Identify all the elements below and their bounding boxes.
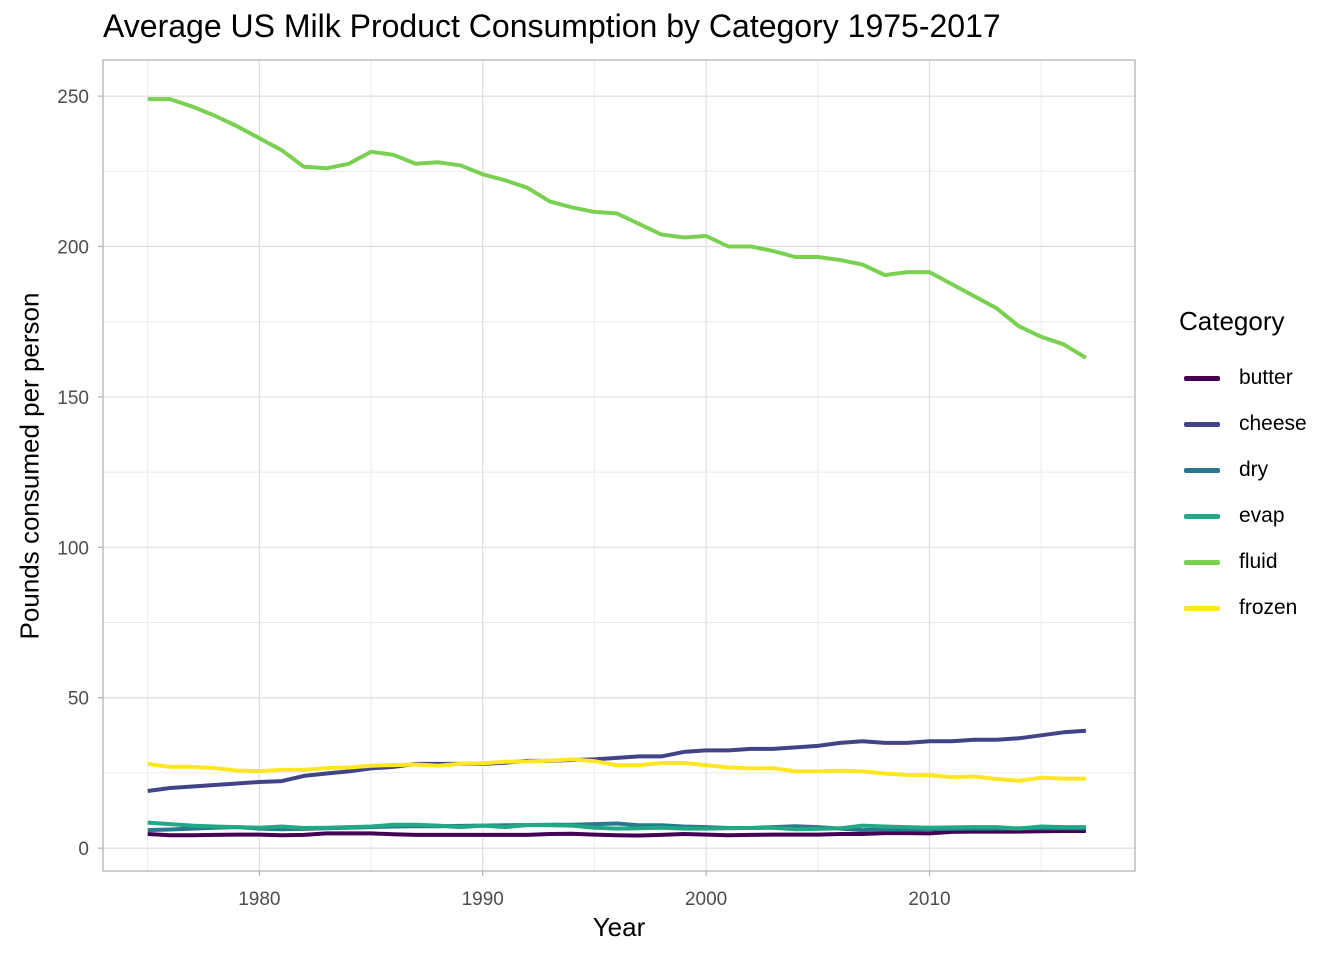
legend-item-frozen: frozen: [1179, 585, 1307, 631]
y-axis-label: Pounds consumed per person: [14, 292, 45, 640]
legend-key-frozen: [1184, 605, 1220, 611]
legend-item-evap: evap: [1179, 493, 1307, 539]
legend-item-fluid: fluid: [1179, 539, 1307, 585]
legend: Category butter cheese dry evap fluid frozen: [1179, 306, 1307, 631]
legend-key-dry: [1184, 467, 1220, 473]
y-tick-label: 150: [57, 388, 89, 409]
x-tick-label: 1980: [238, 889, 280, 910]
legend-label-dry: dry: [1239, 458, 1269, 481]
legend-key-cheese: [1184, 421, 1220, 427]
chart-title: Average US Milk Product Consumption by C…: [103, 8, 1001, 44]
legend-label-frozen: frozen: [1239, 596, 1298, 619]
series-line-frozen: [147, 757, 1086, 783]
legend-key-evap: [1184, 513, 1220, 519]
x-tick-label: 1990: [462, 889, 504, 910]
legend-title: Category: [1179, 306, 1285, 336]
panel-border: [102, 59, 1136, 872]
legend-label-fluid: fluid: [1239, 550, 1278, 573]
legend-item-dry: dry: [1179, 447, 1307, 493]
series-line-butter: [147, 829, 1086, 838]
x-tick-label: 2000: [685, 889, 727, 910]
legend-items: butter cheese dry evap fluid frozen: [1179, 355, 1307, 631]
legend-key-fluid: [1184, 559, 1220, 565]
y-tick-label: 0: [78, 839, 89, 860]
legend-label-evap: evap: [1239, 504, 1285, 527]
y-tick-label: 200: [57, 238, 89, 259]
y-tick-label: 250: [57, 87, 89, 108]
legend-label-cheese: cheese: [1239, 412, 1307, 435]
legend-item-butter: butter: [1179, 355, 1307, 401]
series-line-evap: [147, 820, 1086, 832]
legend-label-butter: butter: [1239, 366, 1293, 389]
legend-key-butter: [1184, 375, 1220, 381]
x-axis-label: Year: [592, 912, 646, 942]
series-line-cheese: [147, 728, 1087, 793]
legend-item-cheese: cheese: [1179, 401, 1307, 447]
y-tick-label: 100: [57, 538, 89, 559]
y-tick-label: 50: [68, 689, 89, 710]
x-tick-label: 2010: [908, 889, 950, 910]
series-line-fluid: [147, 97, 1087, 360]
